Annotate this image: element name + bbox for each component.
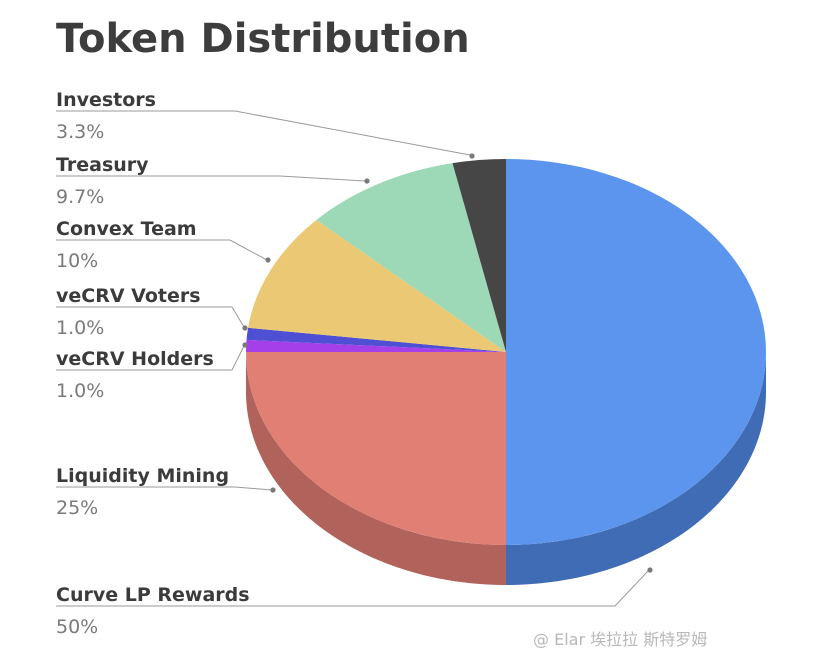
label-group-investors: Investors 3.3%	[56, 89, 475, 159]
pie-slice-vecrv-holders	[246, 339, 506, 352]
leader-dot-liquidity-mining	[270, 487, 276, 493]
slice-value-convex-team: 10%	[56, 250, 98, 272]
slice-label-convex-team: Convex Team	[56, 218, 197, 240]
slice-label-vecrv-holders: veCRV Holders	[56, 348, 214, 370]
leader-dot-investors	[469, 153, 475, 159]
watermark: @ Elar 埃拉拉 斯特罗姆	[533, 630, 707, 649]
pie-side	[246, 352, 766, 585]
slice-label-treasury: Treasury	[56, 154, 149, 176]
leader-dot-curve-lp-rewards	[647, 567, 653, 573]
leader-line-investors	[56, 110, 471, 156]
pie-side-curve-lp-rewards	[506, 352, 766, 585]
slice-value-liquidity-mining: 25%	[56, 497, 98, 519]
leader-line-vecrv-voters	[56, 306, 245, 328]
watermark-text: @ Elar 埃拉拉 斯特罗姆	[533, 630, 707, 649]
pie-top	[246, 159, 766, 545]
leader-line-vecrv-holders	[56, 345, 245, 371]
slice-value-curve-lp-rewards: 50%	[56, 616, 98, 638]
leader-dot-vecrv-voters	[242, 325, 248, 331]
leader-line-convex-team	[56, 239, 268, 261]
pie-slice-convex-team	[248, 219, 507, 352]
label-group-vecrv-voters: veCRV Voters 1.0%	[56, 285, 248, 339]
slice-label-curve-lp-rewards: Curve LP Rewards	[56, 584, 250, 606]
slice-value-treasury: 9.7%	[56, 186, 104, 208]
pie-slice-liquidity-mining	[246, 352, 506, 545]
pie-side-liquidity-mining	[246, 352, 506, 585]
leader-line-curve-lp-rewards	[56, 569, 650, 607]
slice-label-liquidity-mining: Liquidity Mining	[56, 465, 229, 487]
pie-labels: Curve LP Rewards 50% Liquidity Mining 25% ve…	[56, 89, 653, 638]
leader-dot-vecrv-holders	[242, 342, 248, 348]
slice-label-vecrv-voters: veCRV Voters	[56, 285, 201, 307]
label-group-vecrv-holders: veCRV Holders 1.0%	[56, 342, 248, 402]
leader-line-treasury	[56, 175, 366, 182]
slice-value-vecrv-holders: 1.0%	[56, 380, 104, 402]
slice-value-investors: 3.3%	[56, 121, 104, 143]
label-group-treasury: Treasury 9.7%	[56, 154, 370, 208]
slice-label-investors: Investors	[56, 89, 156, 111]
slice-value-vecrv-voters: 1.0%	[56, 317, 104, 339]
label-group-convex-team: Convex Team 10%	[56, 218, 271, 272]
leader-line-liquidity-mining	[56, 486, 273, 491]
chart-title: Token Distribution	[56, 16, 470, 62]
leader-dot-treasury	[364, 178, 370, 184]
pie-slice-curve-lp-rewards	[506, 159, 766, 545]
label-group-liquidity-mining: Liquidity Mining 25%	[56, 465, 276, 519]
label-group-curve-lp-rewards: Curve LP Rewards 50%	[56, 567, 653, 638]
leader-dot-convex-team	[265, 257, 271, 263]
pie-slice-vecrv-voters	[246, 327, 506, 352]
pie-slice-investors	[452, 159, 506, 352]
pie-slice-treasury	[316, 163, 506, 352]
